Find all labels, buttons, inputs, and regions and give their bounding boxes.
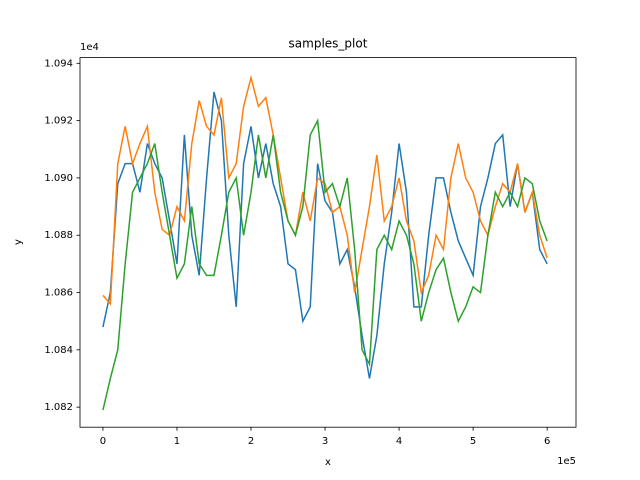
y-tick-label: 1.084 [44,345,73,356]
x-tick-label: 3 [322,436,328,447]
y-axis-label: y [13,239,24,245]
y-tick-label: 1.094 [44,58,73,69]
x-axis-label: x [325,457,331,468]
x-offset-text: 1e5 [557,456,576,467]
x-tick-label: 5 [470,436,476,447]
x-tick-label: 1 [174,436,180,447]
chart-title: samples_plot [289,37,368,51]
x-tick-label: 0 [100,436,106,447]
data-line [102,74,548,306]
y-tick-label: 1.090 [44,173,73,184]
plot-frame [79,57,577,428]
y-tick-label: 1.088 [44,230,73,241]
x-tick-label: 4 [396,436,402,447]
data-line [102,91,548,379]
y-offset-text: 1e4 [80,42,99,53]
y-tick-label: 1.086 [44,288,73,299]
y-tick-label: 1.092 [44,116,73,127]
y-tick-label: 1.082 [44,402,73,413]
x-tick-label: 6 [544,436,550,447]
x-tick-label: 2 [248,436,254,447]
data-line [102,118,548,411]
